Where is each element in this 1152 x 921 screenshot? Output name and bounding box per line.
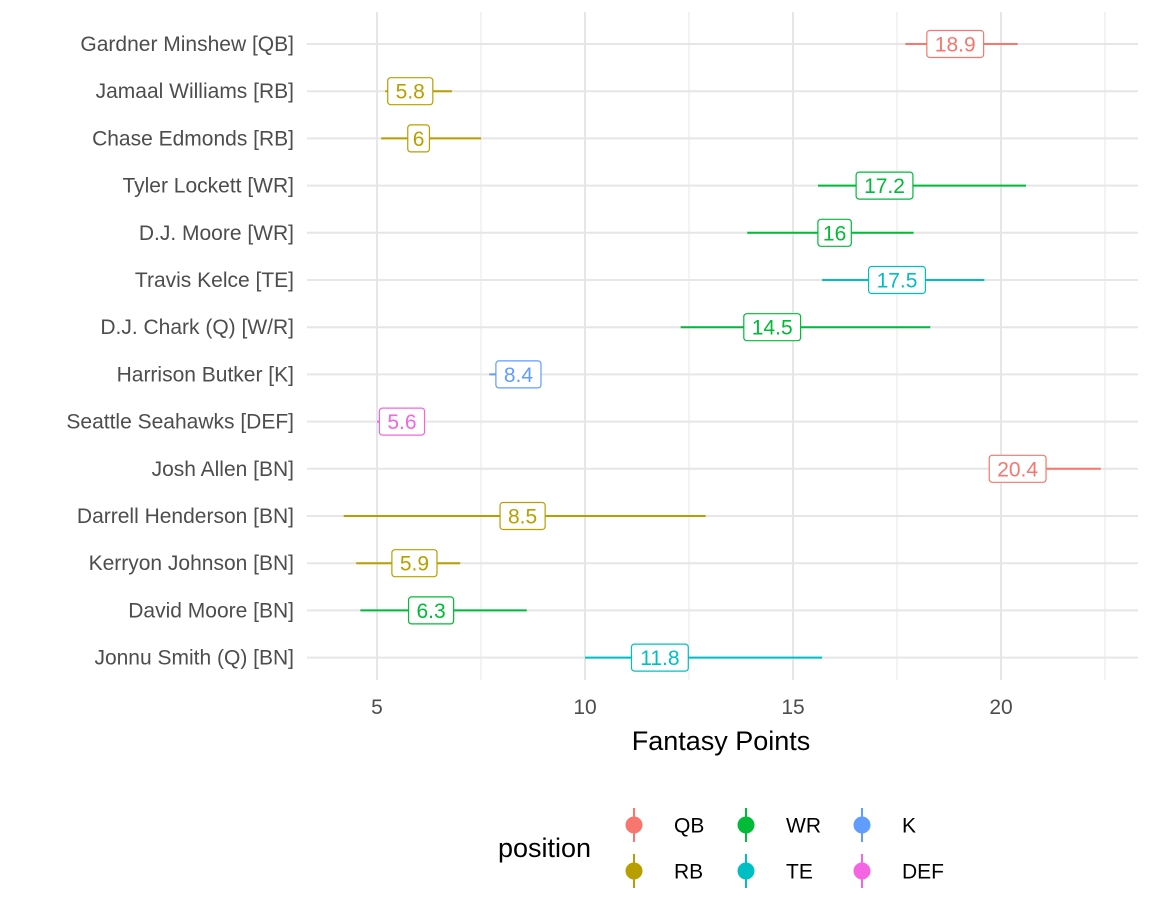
value-label: 18.9	[935, 34, 976, 57]
player-name-label: Kerryon Johnson [BN]	[89, 552, 294, 575]
player-name-label: Harrison Butker [K]	[117, 363, 294, 386]
player-name-label: Darrell Henderson [BN]	[77, 505, 294, 528]
player-name-label: Chase Edmonds [RB]	[92, 127, 294, 150]
value-label: 16	[823, 222, 846, 245]
value-label-box	[391, 549, 438, 578]
legend-title: position	[498, 833, 591, 863]
legend-label: WR	[786, 815, 821, 838]
value-label: 11.8	[640, 647, 679, 670]
y-axis-labels: Gardner Minshew [QB] Jamaal Williams [RB]…	[66, 33, 294, 670]
value-label: 17.2	[864, 175, 905, 198]
value-label: 5.9	[400, 553, 429, 576]
value-label-box	[378, 407, 426, 436]
player-name-label: Jamaal Williams [RB]	[96, 80, 294, 103]
value-label: 20.4	[997, 458, 1038, 481]
value-label-box	[867, 265, 926, 295]
x-axis-labels: 5 10 15 20	[371, 696, 1013, 719]
value-label: 14.5	[752, 317, 793, 340]
player-name-label: Seattle Seahawks [DEF]	[66, 411, 294, 434]
value-label: 5.8	[396, 81, 425, 104]
value-label: 8.4	[504, 364, 534, 387]
legend-key-dot	[853, 816, 871, 834]
player-name-label: Josh Allen [BN]	[152, 458, 294, 481]
value-label-box	[630, 643, 689, 672]
legend-label: TE	[786, 861, 813, 884]
legend-label: RB	[674, 861, 703, 884]
grid-lines	[307, 12, 1138, 680]
player-name-label: D.J. Chark (Q) [W/R]	[100, 316, 294, 339]
value-label: 8.5	[508, 506, 537, 529]
value-label-box	[499, 501, 546, 531]
legend-key-dot	[625, 862, 643, 880]
value-label: 5.6	[387, 411, 416, 434]
value-label-box	[407, 124, 431, 153]
player-name-label: D.J. Moore [WR]	[139, 222, 294, 245]
value-label-box	[926, 29, 985, 59]
player-name-label: Travis Kelce [TE]	[135, 269, 294, 292]
value-label: 6.3	[416, 600, 445, 623]
legend: position QB WR K RB TE DEF	[498, 808, 944, 888]
value-label-box	[495, 360, 542, 389]
value-label-box	[387, 77, 434, 106]
player-name-label: Tyler Lockett [WR]	[122, 175, 294, 198]
legend-key-dot	[625, 816, 643, 834]
legend-key-dot	[737, 862, 755, 880]
value-label-box	[817, 218, 852, 247]
value-label-box	[407, 596, 455, 625]
value-label-box	[855, 171, 914, 200]
legend-label: K	[902, 815, 916, 838]
x-tick-label: 10	[573, 696, 596, 719]
x-tick-label: 20	[989, 696, 1012, 719]
legend-label: QB	[674, 815, 704, 838]
x-tick-label: 15	[781, 696, 804, 719]
player-name-label: Jonnu Smith (Q) [BN]	[94, 647, 294, 670]
player-name-label: David Moore [BN]	[128, 599, 294, 622]
value-label-box	[743, 313, 802, 342]
value-labels: 18.9 5.8 6 17.2 16 17.5 14.5 8.4 5.6 20.4 8.5 5.9 6.…	[378, 29, 1047, 672]
value-label: 6	[413, 128, 425, 151]
value-label: 17.5	[877, 270, 918, 293]
x-axis-title: Fantasy Points	[632, 726, 811, 756]
value-label-box	[988, 454, 1047, 483]
legend-label: DEF	[902, 861, 944, 884]
player-name-label: Gardner Minshew [QB]	[80, 33, 294, 56]
legend-key-dot	[737, 816, 755, 834]
x-tick-label: 5	[371, 696, 383, 719]
legend-key-dot	[853, 862, 871, 880]
error-bars	[343, 43, 1101, 659]
